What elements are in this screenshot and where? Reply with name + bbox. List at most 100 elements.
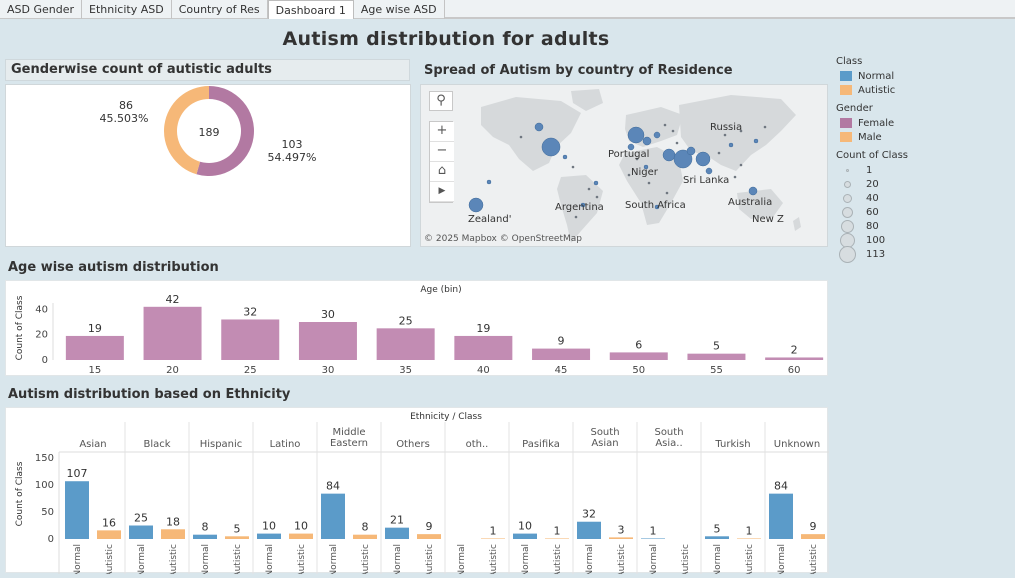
ethnicity-class-label: Normal bbox=[649, 544, 659, 574]
age-bar-value-label: 6 bbox=[635, 338, 642, 351]
age-x-tick-label: 55 bbox=[710, 365, 723, 376]
ethnicity-bar-autistic[interactable] bbox=[801, 534, 825, 539]
ethnicity-bar-normal[interactable] bbox=[257, 533, 281, 539]
legend-class-title: Class bbox=[836, 56, 863, 67]
ethnicity-group-label: Eastern bbox=[330, 438, 368, 449]
ethnicity-bar-normal[interactable] bbox=[641, 538, 665, 539]
ethnicity-bar-normal[interactable] bbox=[321, 493, 345, 539]
age-bar[interactable] bbox=[532, 348, 591, 360]
map-label-australia: Australia bbox=[728, 197, 773, 208]
ethnicity-bar-autistic[interactable] bbox=[161, 529, 185, 539]
age-bar[interactable] bbox=[376, 328, 435, 360]
ethnicity-class-label: Normal bbox=[329, 544, 339, 574]
play-icon[interactable]: ▶ bbox=[430, 182, 454, 202]
age-bar[interactable] bbox=[143, 306, 202, 360]
gender-donut-chart: 189 86 45.503% 103 54.497% bbox=[100, 86, 316, 176]
ethnicity-bar-autistic[interactable] bbox=[417, 534, 441, 539]
legend-class-item[interactable]: Autistic bbox=[836, 83, 1011, 97]
ethnicity-bar-normal[interactable] bbox=[577, 521, 601, 539]
country-map-panel[interactable]: ⚲ + − ⌂ ▶ Russia Portugal Niger Sri Lank… bbox=[420, 84, 828, 247]
legend-gender-title: Gender bbox=[836, 103, 873, 114]
ethnicity-bar-normal[interactable] bbox=[513, 533, 537, 539]
ethnicity-bar-autistic[interactable] bbox=[609, 537, 633, 539]
legend-gender-item[interactable]: Female bbox=[836, 116, 1011, 130]
legend-class-label: Normal bbox=[858, 70, 895, 82]
map-label-portugal: Portugal bbox=[608, 149, 650, 160]
landmass-africa bbox=[619, 147, 683, 225]
country-bubbles[interactable] bbox=[468, 122, 759, 213]
sheet-tab-asd-gender[interactable]: ASD Gender bbox=[0, 0, 83, 19]
legend-count-item: 1 bbox=[836, 163, 1011, 177]
ethnicity-bar-normal[interactable] bbox=[129, 525, 153, 540]
age-y-tick-label: 20 bbox=[35, 330, 48, 341]
age-x-tick-label: 35 bbox=[399, 365, 412, 376]
age-chart-title: Age wise autism distribution bbox=[8, 260, 219, 275]
age-bar[interactable] bbox=[687, 353, 746, 360]
ethnicity-bar-autistic[interactable] bbox=[545, 538, 569, 539]
ethnicity-bar-normal[interactable] bbox=[385, 527, 409, 539]
legend-class-item[interactable]: Normal bbox=[836, 69, 1011, 83]
ethnicity-class-label: Normal bbox=[585, 544, 595, 574]
ethnicity-bar-normal[interactable] bbox=[65, 481, 89, 539]
legend-gender-item[interactable]: Male bbox=[836, 130, 1011, 144]
age-y-tick-label: 40 bbox=[35, 304, 48, 315]
donut-slice-female[interactable] bbox=[196, 86, 254, 176]
age-bar[interactable] bbox=[221, 319, 280, 360]
ethnicity-bar-autistic[interactable] bbox=[289, 533, 313, 539]
country-markers-small[interactable] bbox=[519, 123, 767, 219]
ethnicity-group-label: oth.. bbox=[466, 439, 489, 450]
ethnicity-group-label: Middle bbox=[332, 427, 365, 438]
age-bar-value-label: 5 bbox=[713, 340, 720, 353]
age-bar[interactable] bbox=[65, 335, 124, 360]
bubble-uk bbox=[627, 126, 645, 144]
ethnicity-bar-normal[interactable] bbox=[193, 534, 217, 539]
zoom-in-icon[interactable]: + bbox=[430, 122, 454, 142]
ethnicity-class-label: Autistic bbox=[105, 544, 115, 574]
ethnicity-bar-normal[interactable] bbox=[769, 493, 793, 539]
age-bar[interactable] bbox=[298, 322, 357, 360]
sheet-tab-age-wise-asd[interactable]: Age wise ASD bbox=[354, 0, 445, 19]
male-pct-label: 45.503% bbox=[100, 112, 149, 125]
legend-gender-swatch bbox=[840, 118, 852, 128]
gender-title-box bbox=[5, 59, 410, 81]
ethnicity-group-label: South bbox=[654, 427, 683, 438]
ethnicity-y-tick-label: 50 bbox=[41, 507, 54, 518]
legend-size-circle bbox=[840, 219, 854, 233]
bubble-australia bbox=[748, 186, 758, 196]
donut-slice-male[interactable] bbox=[164, 86, 209, 175]
ethnicity-bar-autistic[interactable] bbox=[353, 534, 377, 539]
ethnicity-group-label: South bbox=[590, 427, 619, 438]
ethnicity-y-tick-label: 0 bbox=[48, 534, 54, 545]
ethnicity-bar-normal[interactable] bbox=[705, 536, 729, 539]
age-bar[interactable] bbox=[765, 357, 824, 360]
bubble-south-africa bbox=[654, 204, 660, 210]
zoom-out-icon[interactable]: − bbox=[430, 142, 454, 162]
ethnicity-bar-value-label: 10 bbox=[518, 520, 532, 533]
legend-count-circle-holder bbox=[836, 180, 858, 188]
ethnicity-bar-value-label: 9 bbox=[810, 520, 817, 533]
legend-count-item: 80 bbox=[836, 219, 1011, 233]
legend-count-label: 80 bbox=[866, 220, 879, 232]
ethnicity-bar-autistic[interactable] bbox=[737, 538, 761, 539]
sheet-tab-ethnicity-asd[interactable]: Ethnicity ASD bbox=[82, 0, 172, 19]
ethnicity-bar-autistic[interactable] bbox=[97, 530, 121, 539]
legend-size-circle bbox=[838, 245, 856, 263]
ethnicity-bar-value-label: 1 bbox=[650, 524, 657, 537]
legend-class-label: Autistic bbox=[858, 84, 896, 96]
ethnicity-bar-autistic[interactable] bbox=[481, 538, 505, 539]
age-bar-value-label: 42 bbox=[166, 293, 180, 306]
ethnicity-bar-autistic[interactable] bbox=[225, 536, 249, 539]
search-icon[interactable]: ⚲ bbox=[429, 91, 453, 111]
sheet-tab-dashboard-1[interactable]: Dashboard 1 bbox=[267, 0, 354, 19]
world-map[interactable] bbox=[421, 85, 828, 247]
sheet-tab-country-of-res[interactable]: Country of Res bbox=[172, 0, 268, 19]
ethnicity-class-label: Autistic bbox=[169, 544, 179, 574]
age-bar[interactable] bbox=[609, 352, 668, 360]
ethnicity-bar-value-label: 10 bbox=[294, 520, 308, 533]
ethnicity-y-tick-label: 100 bbox=[35, 480, 54, 491]
home-icon[interactable]: ⌂ bbox=[430, 162, 454, 182]
ethnicity-bar-value-label: 8 bbox=[202, 521, 209, 534]
map-label-sri-lanka: Sri Lanka bbox=[683, 175, 730, 186]
age-bar[interactable] bbox=[454, 335, 513, 360]
age-x-tick-label: 30 bbox=[322, 365, 335, 376]
